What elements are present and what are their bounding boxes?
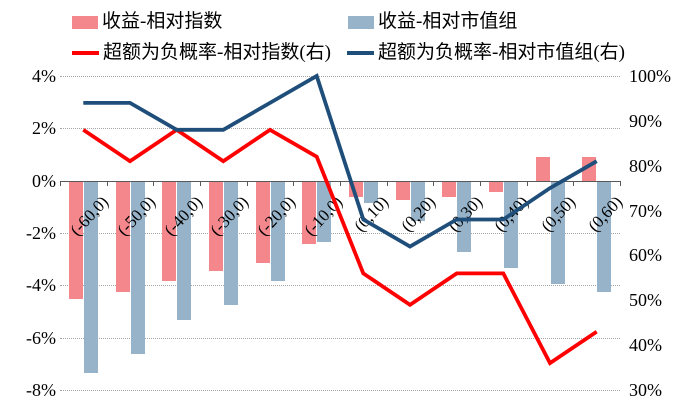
bar-return-rel-index	[302, 181, 317, 245]
left-axis-tick-label: -4%	[26, 275, 56, 296]
bar-return-rel-sizegroup	[223, 181, 238, 305]
axis-tick	[153, 180, 155, 186]
right-axis-tick-label: 100%	[629, 66, 671, 86]
left-axis-tick-label: -6%	[26, 327, 56, 348]
bar-return-rel-sizegroup	[363, 181, 378, 203]
axis-tick	[293, 180, 295, 186]
left-axis-tick-label: -8%	[26, 380, 56, 400]
bar-return-rel-index	[255, 181, 270, 263]
axis-tick	[386, 180, 388, 186]
bar-return-rel-index	[162, 181, 177, 282]
line-swatch-icon	[72, 51, 99, 55]
right-axis-tick-label: 80%	[629, 155, 662, 176]
bar-return-rel-sizegroup	[317, 181, 332, 242]
right-axis-tick-label: 30%	[629, 380, 662, 400]
axis-tick	[106, 180, 108, 186]
bar-return-rel-index	[535, 157, 550, 181]
legend-item-negprob-rel-sizegroup: 超额为负概率-相对市值组(右)	[347, 41, 625, 65]
line-negprob-rel-index	[82, 127, 598, 366]
legend-item-negprob-rel-index: 超额为负概率-相对指数(右)	[72, 41, 331, 65]
axis-tick	[526, 180, 528, 186]
axis-tick	[200, 180, 201, 186]
gridline	[60, 337, 620, 339]
right-axis-tick-label: 60%	[629, 245, 662, 266]
bar-return-rel-sizegroup	[270, 181, 285, 282]
right-axis-tick-label: 90%	[629, 110, 662, 131]
axis-tick	[433, 180, 435, 186]
legend-label: 超额为负概率-相对市值组(右)	[378, 42, 625, 63]
left-axis-tick-label: 0%	[32, 170, 56, 191]
line-negprob-rel-sizegroup	[83, 73, 598, 249]
axis-tick	[620, 180, 621, 186]
gridline	[60, 390, 620, 391]
axis-tick	[246, 180, 248, 186]
axis-tick	[60, 180, 61, 186]
bar-swatch-icon	[72, 15, 98, 29]
legend-label: 超额为负概率-相对指数(右)	[103, 42, 331, 63]
bar-return-rel-index	[208, 181, 223, 271]
bar-return-rel-sizegroup	[130, 181, 145, 355]
gridline	[60, 76, 620, 77]
right-axis-tick-label: 50%	[629, 290, 662, 311]
gridline	[60, 128, 620, 130]
bar-return-rel-index	[115, 181, 130, 292]
axis-tick	[480, 180, 481, 186]
bar-return-rel-index	[68, 181, 83, 300]
bar-return-rel-sizegroup	[177, 181, 192, 321]
bar-return-rel-sizegroup	[550, 181, 565, 284]
bar-return-rel-sizegroup	[410, 181, 425, 221]
bar-return-rel-sizegroup	[83, 181, 98, 373]
bar-swatch-icon	[348, 15, 374, 29]
line-swatch-icon	[347, 51, 374, 55]
legend-label: 收益-相对指数	[102, 11, 223, 32]
legend-label: 收益-相对市值组	[378, 11, 518, 32]
left-axis-tick-label: 2%	[32, 118, 56, 139]
legend-item-return-rel-index: 收益-相对指数	[72, 10, 222, 34]
axis-tick	[573, 180, 575, 186]
left-axis-tick-label: -2%	[26, 223, 56, 243]
bar-return-rel-sizegroup	[503, 181, 518, 268]
bar-return-rel-index	[488, 181, 503, 193]
right-axis-tick-label: 70%	[629, 200, 662, 221]
gridline	[60, 285, 620, 287]
bar-return-rel-sizegroup	[597, 181, 612, 292]
left-axis-tick-label: 4%	[32, 66, 56, 86]
bar-return-rel-index	[395, 181, 410, 200]
right-axis-tick-label: 40%	[629, 335, 662, 356]
gridline	[60, 233, 620, 234]
bar-return-rel-sizegroup	[457, 181, 472, 253]
axis-tick	[340, 180, 341, 186]
bar-return-rel-index	[442, 181, 457, 198]
legend-item-return-rel-sizegroup: 收益-相对市值组	[348, 10, 517, 34]
